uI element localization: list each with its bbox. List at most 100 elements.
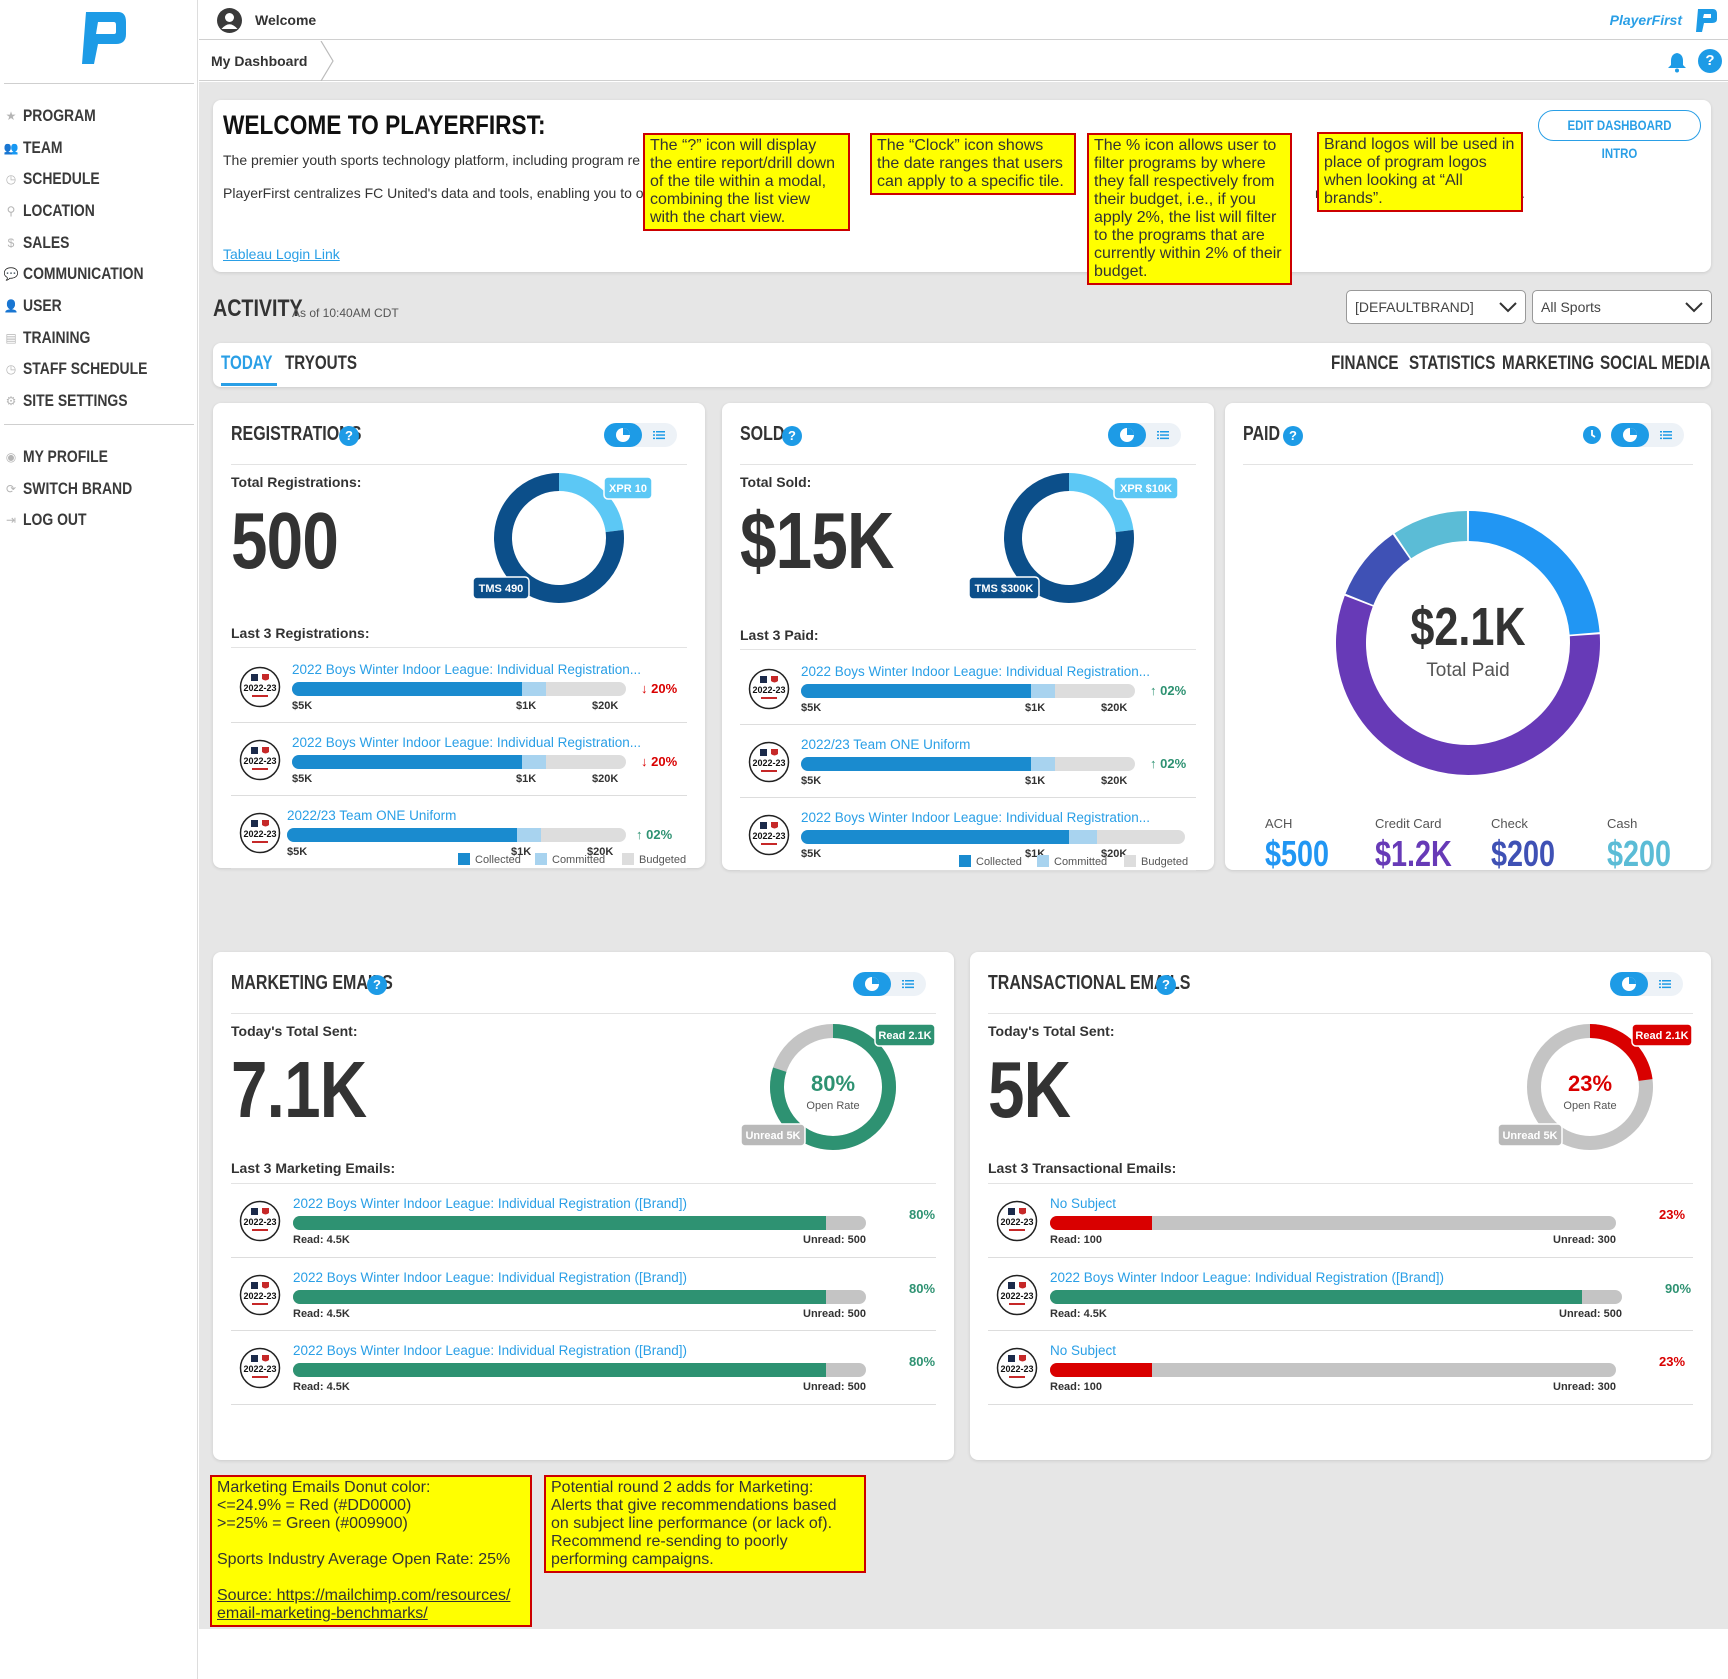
sidebar-item-schedule[interactable]: ◷ SCHEDULE [0,163,198,195]
intro-paragraph-1: The premier youth sports technology plat… [223,152,641,168]
row-title[interactable]: 2022/23 Team ONE Uniform [287,808,457,823]
legend-label: Budgeted [639,854,687,866]
list-item[interactable]: 2022-23 No Subject Read: 100 Unread: 300 23% [988,1184,1693,1258]
pie-chart-icon [865,977,879,991]
tab-finance[interactable]: FINANCE [1331,353,1399,374]
page-footer-space [199,1629,1728,1679]
budget-bar [292,755,626,769]
list-item[interactable]: 2022-23 2022 Boys Winter Indoor League: I… [231,723,687,796]
tableau-login-link[interactable]: Tableau Login Link [223,246,340,262]
notification-bell-icon[interactable] [1666,51,1688,73]
pie-chart-icon [1120,428,1134,442]
row-title[interactable]: 2022 Boys Winter Indoor League: Individu… [801,810,1150,825]
program-logo-icon: 2022-23 [239,1347,281,1389]
open-rate: 80% [909,1207,936,1222]
total-value: $15K [740,496,894,585]
tile-divider [988,1013,1693,1014]
tick-max: $20K [587,846,614,858]
help-icon[interactable]: ? [1156,975,1176,995]
list-item[interactable]: 2022-23 2022 Boys Winter Indoor League: I… [231,1258,936,1331]
chart-view-button[interactable] [853,972,891,996]
list-item[interactable]: 2022-23 2022/23 Team ONE Uniform $5K $1K $20… [740,725,1196,798]
row-title[interactable]: No Subject [1050,1343,1117,1358]
list-item[interactable]: 2022-23 2022 Boys Winter Indoor League: I… [231,1184,936,1258]
program-logo-icon: 2022-23 [748,814,790,856]
list-view-button[interactable] [1146,423,1181,447]
tile-divider [231,647,687,648]
row-title[interactable]: 2022 Boys Winter Indoor League: Individu… [801,664,1150,679]
read-count: Read: 100 [1050,1381,1102,1393]
tab-tryouts[interactable]: TRYOUTS [285,353,358,374]
tab-today[interactable]: TODAY [221,353,273,374]
sport-select[interactable]: All Sports [1532,290,1712,324]
help-icon[interactable]: ? [782,426,802,446]
row-title[interactable]: 2022/23 Team ONE Uniform [801,737,971,752]
row-title[interactable]: 2022 Boys Winter Indoor League: Individu… [292,662,641,677]
sidebar-item-my-profile[interactable]: ◉ MY PROFILE [0,441,198,473]
payment-method-label: Cash [1607,816,1638,831]
help-icon[interactable]: ? [1698,49,1722,73]
tab-social-media[interactable]: SOCIAL MEDIA [1600,353,1711,374]
tab-marketing[interactable]: MARKETING [1502,353,1595,374]
row-title[interactable]: 2022 Boys Winter Indoor League: Individu… [292,735,641,750]
read-count: Read: 4.5K [293,1234,350,1246]
list-item[interactable]: 2022-23 2022 Boys Winter Indoor League: I… [740,798,1196,871]
unread-badge-text: Unread 5K [1502,1130,1557,1142]
sidebar-item-sales[interactable]: $ SALES [0,227,198,259]
total-label: Today's Total Sent: [231,1023,358,1039]
clock-icon: ◷ [5,172,17,187]
sidebar-item-site-settings[interactable]: ⚙ SITE SETTINGS [0,385,198,417]
tab-statistics[interactable]: STATISTICS [1409,353,1496,374]
legend-label: Committed [552,854,606,866]
sidebar-item-training[interactable]: ▤ TRAINING [0,322,198,354]
sidebar-item-team[interactable]: 👥 TEAM [0,132,198,164]
user-avatar-icon[interactable] [217,8,242,33]
list-item[interactable]: 2022-23 2022 Boys Winter Indoor League: I… [988,1258,1693,1331]
row-title[interactable]: 2022 Boys Winter Indoor League: Individu… [293,1269,687,1285]
edit-dashboard-intro-button[interactable]: EDIT DASHBOARD INTRO [1538,110,1701,161]
list-item[interactable]: 2022-23 No Subject Read: 100 Unread: 300 23% [988,1331,1693,1405]
help-icon[interactable]: ? [367,975,387,995]
brand-logo-icon[interactable] [1692,6,1718,34]
clock-icon[interactable] [1582,425,1602,445]
total-value: 5K [988,1045,1071,1134]
row-title[interactable]: 2022 Boys Winter Indoor League: Individu… [293,1343,687,1358]
view-toggle [1610,972,1683,996]
breadcrumb-current[interactable]: My Dashboard [211,53,308,69]
sidebar-item-communication[interactable]: 💬 COMMUNICATION [0,258,198,290]
help-icon[interactable]: ? [1283,426,1303,446]
sidebar-item-log-out[interactable]: ⇥ LOG OUT [0,504,198,536]
budget-change: ↑ 02% [1150,683,1187,698]
list-view-button[interactable] [891,972,926,996]
list-item[interactable]: 2022-23 2022/23 Team ONE Uniform $5K $1K $20… [231,796,687,869]
sidebar-item-staff-schedule[interactable]: ◷ STAFF SCHEDULE [0,354,198,386]
sidebar: ★ PROGRAM 👥 TEAM ◷ SCHEDULE ⚲ LOCATION $ SALES 💬 CO… [0,0,198,1679]
program-logo-text: 2022-23 [1000,1217,1033,1227]
sidebar-item-switch-brand[interactable]: ⟳ SWITCH BRAND [0,473,198,505]
chart-view-button[interactable] [1610,972,1648,996]
chart-view-button[interactable] [1108,423,1146,447]
help-icon[interactable]: ? [339,426,359,446]
chart-view-button[interactable] [604,423,642,447]
row-title[interactable]: 2022 Boys Winter Indoor League: Individu… [293,1196,687,1211]
list-item[interactable]: 2022-23 2022 Boys Winter Indoor League: I… [231,1331,936,1405]
row-title[interactable]: 2022 Boys Winter Indoor League: Individu… [1050,1269,1444,1285]
note-line: the date ranges that users [877,155,1063,172]
program-logo-text: 2022-23 [243,683,276,693]
brand-select[interactable]: [DEFAULTBRAND] [1346,290,1526,324]
read-badge-text: Read 2.1K [1635,1030,1688,1042]
playerfirst-logo[interactable] [72,6,128,68]
sidebar-item-location[interactable]: ⚲ LOCATION [0,195,198,227]
list-item[interactable]: 2022-23 2022 Boys Winter Indoor League: I… [740,652,1196,725]
sidebar-item-program[interactable]: ★ PROGRAM [0,100,198,132]
list-view-button[interactable] [642,423,677,447]
row-title[interactable]: No Subject [1050,1196,1117,1211]
bar-read [293,1363,826,1377]
list-view-button[interactable] [1649,423,1684,447]
list-item[interactable]: 2022-23 2022 Boys Winter Indoor League: I… [231,650,687,723]
chart-view-button[interactable] [1611,423,1649,447]
sidebar-item-user[interactable]: 👤 USER [0,290,198,322]
list-view-button[interactable] [1648,972,1683,996]
unread-badge: Unread 5K [1497,1123,1563,1147]
dollar-icon: $ [7,235,15,250]
